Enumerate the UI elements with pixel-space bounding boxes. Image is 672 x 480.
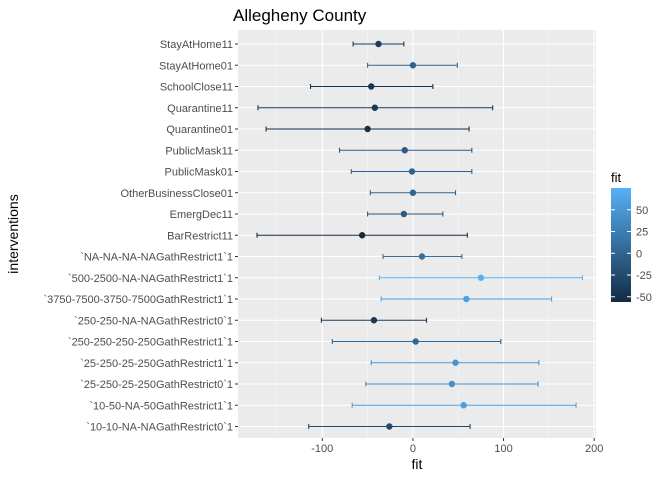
data-point: [400, 210, 408, 218]
y-tick-label: PublicMask11: [165, 145, 233, 157]
legend-tick-label: -50: [636, 292, 652, 304]
data-point: [409, 62, 417, 69]
y-tick-label: EmergDec11: [170, 209, 233, 221]
y-tick-label: `NA-NA-NA-NAGathRestrict1`1: [80, 252, 233, 264]
data-point: [477, 274, 485, 281]
data-point: [448, 380, 456, 388]
legend-tick-label: 0: [636, 248, 642, 260]
color-legend: fit -50 -25 0 25 50: [611, 170, 652, 304]
y-axis-label: interventions: [5, 194, 21, 273]
data-point: [401, 147, 408, 154]
y-tick-label: `10-10-NA-NAGathRestrict0`1: [86, 422, 233, 434]
y-tick-label: `25-250-25-250GathRestrict1`1: [80, 358, 233, 370]
chart-title: Allegheny County: [233, 6, 367, 25]
data-point: [358, 232, 366, 239]
plot-panel: [238, 30, 596, 438]
y-tick-label: `250-250-250-250GathRestrict1`1: [68, 337, 233, 349]
x-tick-label: 0: [410, 443, 416, 455]
data-point: [386, 423, 393, 430]
y-tick-label: `250-250-NA-NAGathRestrict0`1: [74, 315, 233, 327]
data-point: [409, 189, 417, 196]
data-point: [408, 168, 416, 175]
y-tick-label: `3750-7500-3750-7500GathRestrict1`1: [43, 294, 233, 306]
y-tick-label: Quarantine11: [167, 103, 233, 115]
x-tick-label: -100: [311, 443, 333, 455]
data-point: [370, 317, 378, 324]
y-axis-ticks: StayAtHome11 StayAtHome01 SchoolClose11 Qua…: [43, 39, 238, 434]
legend-tick-label: -25: [636, 270, 652, 282]
y-tick-label: BarRestrict11: [167, 230, 233, 242]
data-point: [375, 40, 382, 48]
y-tick-label: StayAtHome11: [160, 39, 233, 51]
data-point: [452, 359, 459, 366]
legend-tick-label: 50: [636, 205, 648, 217]
x-tick-label: 200: [585, 443, 603, 455]
y-tick-label: StayAtHome01: [159, 60, 233, 72]
data-point: [412, 338, 419, 345]
x-axis-label: fit: [412, 456, 423, 472]
y-tick-label: `500-2500-NA-NAGathRestrict1`1: [68, 273, 233, 285]
legend-colorbar: [611, 188, 631, 302]
legend-ticks: -50 -25 0 25 50: [611, 205, 652, 304]
y-tick-label: OtherBusinessClose01: [120, 188, 233, 200]
data-point: [460, 402, 467, 409]
points: [358, 40, 485, 430]
data-point: [418, 253, 426, 260]
x-tick-label: 100: [494, 443, 512, 455]
data-point: [371, 104, 379, 111]
legend-title: fit: [611, 170, 622, 185]
y-tick-label: SchoolClose11: [160, 82, 233, 94]
x-axis-ticks: -100 0 100 200: [311, 438, 603, 455]
legend-tick-label: 25: [636, 227, 648, 239]
data-point: [368, 83, 375, 90]
y-tick-label: `10-50-NA-50GathRestrict1`1: [89, 400, 233, 412]
grid-minor: [276, 30, 550, 438]
y-tick-label: `25-250-25-250GathRestrict0`1: [80, 379, 233, 391]
data-point: [463, 295, 470, 303]
y-tick-label: PublicMask01: [165, 167, 233, 179]
y-tick-label: Quarantine01: [166, 124, 233, 136]
data-point: [364, 125, 371, 133]
